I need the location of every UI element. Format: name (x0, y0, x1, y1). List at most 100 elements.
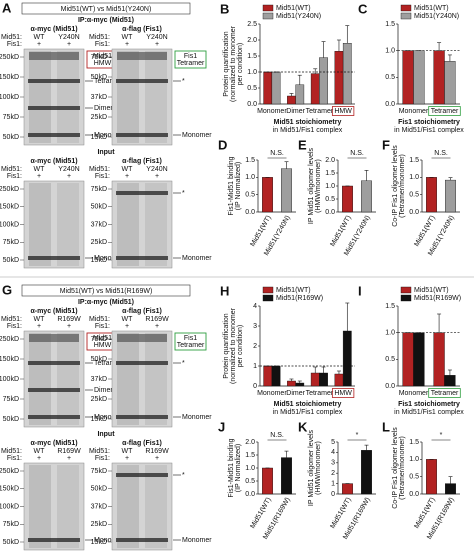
marker-label: 25kD (91, 239, 107, 246)
y-axis-label: Fis1-Mid51 binding (228, 438, 235, 497)
y-axis-label: (IP Normalized) (235, 444, 242, 493)
y-tick-label: 0.5 (385, 356, 395, 363)
lane-label: + (125, 173, 129, 180)
boxed-label: HMW (94, 60, 112, 67)
bar (402, 332, 414, 387)
band-label: Tetramer (94, 360, 122, 367)
lane-label: R169W (145, 316, 169, 323)
legend-label: Mid51(Y240N) (414, 13, 459, 20)
bar (433, 50, 445, 105)
band (116, 133, 168, 137)
lane-label: Mid51: (89, 316, 110, 323)
marker-label: 37kD (91, 221, 107, 228)
y-tick-label: 0 (253, 383, 257, 390)
legend-swatch (262, 4, 274, 12)
panel-letter: H (220, 283, 229, 298)
band (28, 106, 80, 110)
x-tick-label: Tetramer (306, 390, 334, 397)
marker-label: 150kD (0, 74, 19, 81)
bar (361, 450, 372, 495)
bar (426, 459, 437, 495)
band (116, 79, 168, 83)
lane-label: WT (122, 166, 134, 173)
legend-label: Mid51(R169W) (414, 295, 461, 302)
lane-label: + (37, 41, 41, 48)
ip-label: IP:α-myc (Mid51) (78, 17, 134, 24)
y-tick-label: 0.0 (325, 209, 335, 216)
bar (334, 373, 344, 387)
lane (57, 51, 79, 143)
panel-letter: B (220, 1, 229, 16)
y-tick-label: 0.5 (409, 474, 419, 481)
lane-label: Y240N (146, 166, 167, 173)
header-box (21, 284, 191, 297)
lane-label: R169W (57, 448, 81, 455)
y-tick-label: 2.0 (325, 157, 335, 164)
band (28, 538, 80, 542)
panel-letter: G (2, 282, 12, 297)
lane-label: + (155, 173, 159, 180)
marker-label: 37kD (91, 376, 107, 383)
hmw-band (29, 334, 79, 342)
y-axis-label: IP Mid51 oligomer levels (308, 429, 315, 506)
boxed-label: Tetramer (177, 60, 205, 67)
band-label: * (182, 360, 185, 367)
y-tick-label: 1.0 (325, 183, 335, 190)
lane-label: Mid51: (89, 34, 110, 41)
marker-label: 15kD (91, 416, 107, 423)
marker-label: 50kD (91, 204, 107, 211)
blot-title: α-myc (Mid51) (30, 440, 77, 447)
legend-label: Mid51(WT) (414, 287, 449, 294)
lane-label: + (37, 323, 41, 330)
lane-label: + (155, 323, 159, 330)
significance-label: * (440, 432, 443, 439)
lane-label: + (67, 173, 71, 180)
x-tick-label: Tetramer (431, 108, 459, 115)
y-tick-label: 0.0 (245, 209, 255, 216)
legend-swatch (262, 12, 274, 20)
boxed-label: Fis1 (184, 335, 197, 342)
panel-letter: A (2, 0, 12, 15)
y-axis-label: Protein quantification (223, 31, 230, 96)
lane-label: Fis1: (95, 455, 110, 462)
y-tick-label: 1.0 (245, 174, 255, 181)
lane (29, 51, 51, 143)
bar (262, 467, 273, 495)
bar (433, 332, 445, 387)
input-label: Input (97, 149, 115, 156)
chart-subtitle: in Mid51/Fis1 complex (394, 409, 464, 416)
bar (445, 483, 456, 495)
lane-label: WT (122, 448, 134, 455)
y-axis-label: (HMW/monomer) (315, 441, 322, 495)
chart-subtitle: in Mid51/Fis1 complex (394, 127, 464, 134)
x-tick-label: Dimer (286, 390, 305, 397)
x-tick-label: HMW (334, 390, 352, 397)
band-label: * (182, 472, 185, 479)
marker-label: 37kD (91, 503, 107, 510)
panel-letter: I (358, 283, 362, 298)
boxed-label: HMW (94, 342, 112, 349)
y-tick-label: 1.5 (245, 157, 255, 164)
marker-label: 150kD (0, 486, 19, 493)
marker-label: 37kD (91, 94, 107, 101)
boxed-label: Fis1 (184, 53, 197, 60)
lane-label: Fis1: (7, 455, 22, 462)
lane (29, 333, 51, 425)
y-axis-label: Co-IP Fis1 oligomer levels (392, 427, 399, 509)
panel-letter: L (382, 419, 390, 434)
y-tick-label: 0 (331, 491, 335, 498)
lane (145, 51, 167, 143)
panel-letter: K (298, 419, 308, 434)
bar (444, 375, 456, 387)
band (28, 79, 80, 83)
marker-label: 250kD (0, 54, 19, 61)
y-tick-label: 1.0 (409, 174, 419, 181)
band (116, 473, 168, 477)
y-axis-label: (Tetramer/monomer) (399, 436, 406, 500)
boxed-label: Mid51 (93, 53, 112, 60)
bar (445, 179, 456, 213)
lane-label: + (155, 455, 159, 462)
y-tick-label: 2.5 (247, 21, 257, 28)
lane-label: + (155, 41, 159, 48)
